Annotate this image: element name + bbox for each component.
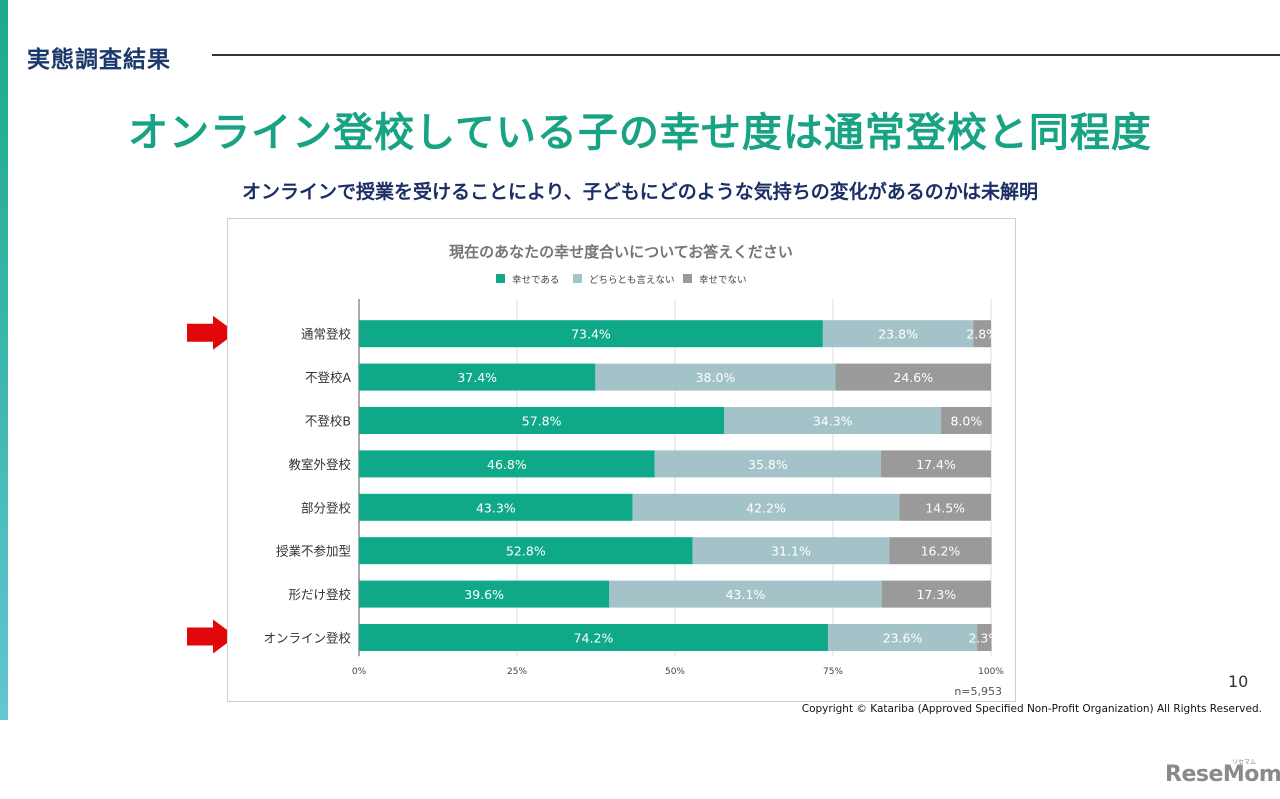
data-label: 57.8%: [522, 414, 562, 429]
legend-label: 幸せである: [512, 275, 559, 286]
page-subtitle: オンラインで授業を受けることにより、子どもにどのような気持ちの変化があるのかは未…: [241, 181, 1039, 203]
bar-segment: [359, 537, 693, 565]
bar-segment: [654, 450, 882, 478]
bar-segment: [359, 363, 596, 391]
bar-segment: [973, 320, 991, 348]
bar-row: 43.3% 42.2% 14.5%: [359, 493, 991, 521]
bar-segment: [359, 493, 633, 521]
legend-label: どちらとも言えない: [589, 274, 675, 286]
legend-item: 幸せである: [496, 274, 559, 286]
data-label: 16.2%: [921, 544, 961, 559]
bar-segment: [977, 624, 992, 651]
chart-x-ticks: 0% 25% 50% 75% 100%: [352, 667, 1004, 677]
bar-segment: [881, 580, 991, 608]
bar-row: 73.4% 23.8% 2.8%: [359, 320, 998, 348]
chart-legend: 幸せである どちらとも言えない 幸せでない: [496, 274, 747, 286]
stacked-bar-chart: 現在のあなたの幸せ度合いについてお答えください 幸せである どちらとも言えない 幸せ…: [263, 243, 1004, 698]
bar-segment: [835, 363, 991, 391]
bar-segment: [724, 407, 942, 434]
data-label: 31.1%: [771, 544, 811, 559]
data-label: 43.3%: [476, 500, 516, 515]
category-label: 授業不参加型: [276, 544, 351, 559]
page-title: オンライン登校している子の幸せ度は通常登校と同程度: [128, 110, 1152, 156]
data-label: 14.5%: [925, 500, 965, 515]
bar-segment: [359, 624, 828, 651]
category-label: 不登校B: [305, 414, 351, 429]
bar-row: 57.8% 34.3% 8.0%: [359, 407, 992, 434]
accent-side-bar: [0, 0, 8, 720]
bar-row: 37.4% 38.0% 24.6%: [359, 363, 991, 391]
category-label: 不登校A: [305, 370, 352, 385]
data-label: 52.8%: [506, 544, 546, 559]
data-label: 2.8%: [966, 327, 998, 342]
legend-swatch: [683, 274, 692, 283]
data-label: 46.8%: [487, 457, 527, 472]
bar-row: 46.8% 35.8% 17.4%: [359, 450, 991, 478]
x-tick-label: 50%: [665, 667, 685, 677]
bar-segment: [359, 450, 655, 478]
data-label: 43.1%: [726, 587, 766, 602]
bar-segment: [822, 320, 974, 348]
data-label: 39.6%: [464, 587, 504, 602]
category-label: 部分登校: [301, 500, 352, 515]
bar-segment: [692, 537, 890, 565]
bar-segment: [359, 320, 823, 348]
bar-segment: [632, 493, 900, 521]
data-label: 38.0%: [696, 370, 736, 385]
chart-title: 現在のあなたの幸せ度合いについてお答えください: [449, 243, 793, 261]
data-label: 8.0%: [950, 414, 982, 429]
page-number: 10: [1228, 672, 1249, 691]
bar-segment: [595, 363, 836, 391]
bar-segment: [359, 407, 725, 434]
data-label: 74.2%: [574, 631, 614, 646]
category-label: オンライン登校: [263, 631, 351, 646]
legend-swatch: [573, 274, 582, 283]
data-label: 23.8%: [878, 327, 918, 342]
category-label: 通常登校: [301, 327, 352, 342]
legend-item: どちらとも言えない: [573, 274, 675, 286]
category-label: 形だけ登校: [288, 587, 351, 602]
data-label: 37.4%: [457, 370, 497, 385]
resemom-logo: ReseMom: [1165, 762, 1280, 787]
bar-segment: [941, 407, 992, 434]
sample-size-note: n=5,953: [954, 685, 1002, 698]
data-label: 34.3%: [813, 414, 853, 429]
bar-row: 52.8% 31.1% 16.2%: [359, 537, 992, 565]
data-label: 2.3%: [968, 631, 1000, 646]
data-label: 73.4%: [571, 327, 611, 342]
bar-segment: [609, 580, 882, 608]
data-label: 35.8%: [748, 457, 788, 472]
x-tick-label: 75%: [823, 667, 843, 677]
x-tick-label: 100%: [978, 667, 1004, 677]
bar-segment: [827, 624, 978, 651]
bar-row: 39.6% 43.1% 17.3%: [359, 580, 991, 608]
category-label: 教室外登校: [288, 457, 351, 472]
chart-frame: 現在のあなたの幸せ度合いについてお答えください 幸せである どちらとも言えない 幸せ…: [227, 218, 1016, 702]
bar-segment: [899, 493, 991, 521]
data-label: 42.2%: [746, 500, 786, 515]
bar-segment: [889, 537, 992, 565]
legend-label: 幸せでない: [699, 275, 747, 286]
bar-row: 74.2% 23.6% 2.3%: [359, 624, 1000, 651]
data-label: 24.6%: [893, 370, 933, 385]
bar-segment: [881, 450, 991, 478]
section-divider: [212, 54, 1280, 56]
chart-bars: 73.4% 23.8% 2.8% 37.4% 38.0% 24.6% 57.8% 34.3% 8…: [359, 320, 1000, 651]
bar-segment: [359, 580, 610, 608]
x-tick-label: 0%: [352, 667, 367, 677]
data-label: 23.6%: [883, 631, 923, 646]
x-tick-label: 25%: [507, 667, 527, 677]
section-title: 実態調査結果: [27, 47, 171, 73]
resemom-logo-kana: リセマム: [1232, 759, 1257, 766]
legend-swatch: [496, 274, 505, 283]
data-label: 17.3%: [916, 587, 956, 602]
data-label: 17.4%: [916, 457, 956, 472]
copyright-notice: Copyright © Katariba (Approved Specified…: [801, 703, 1262, 715]
legend-item: 幸せでない: [683, 274, 747, 286]
